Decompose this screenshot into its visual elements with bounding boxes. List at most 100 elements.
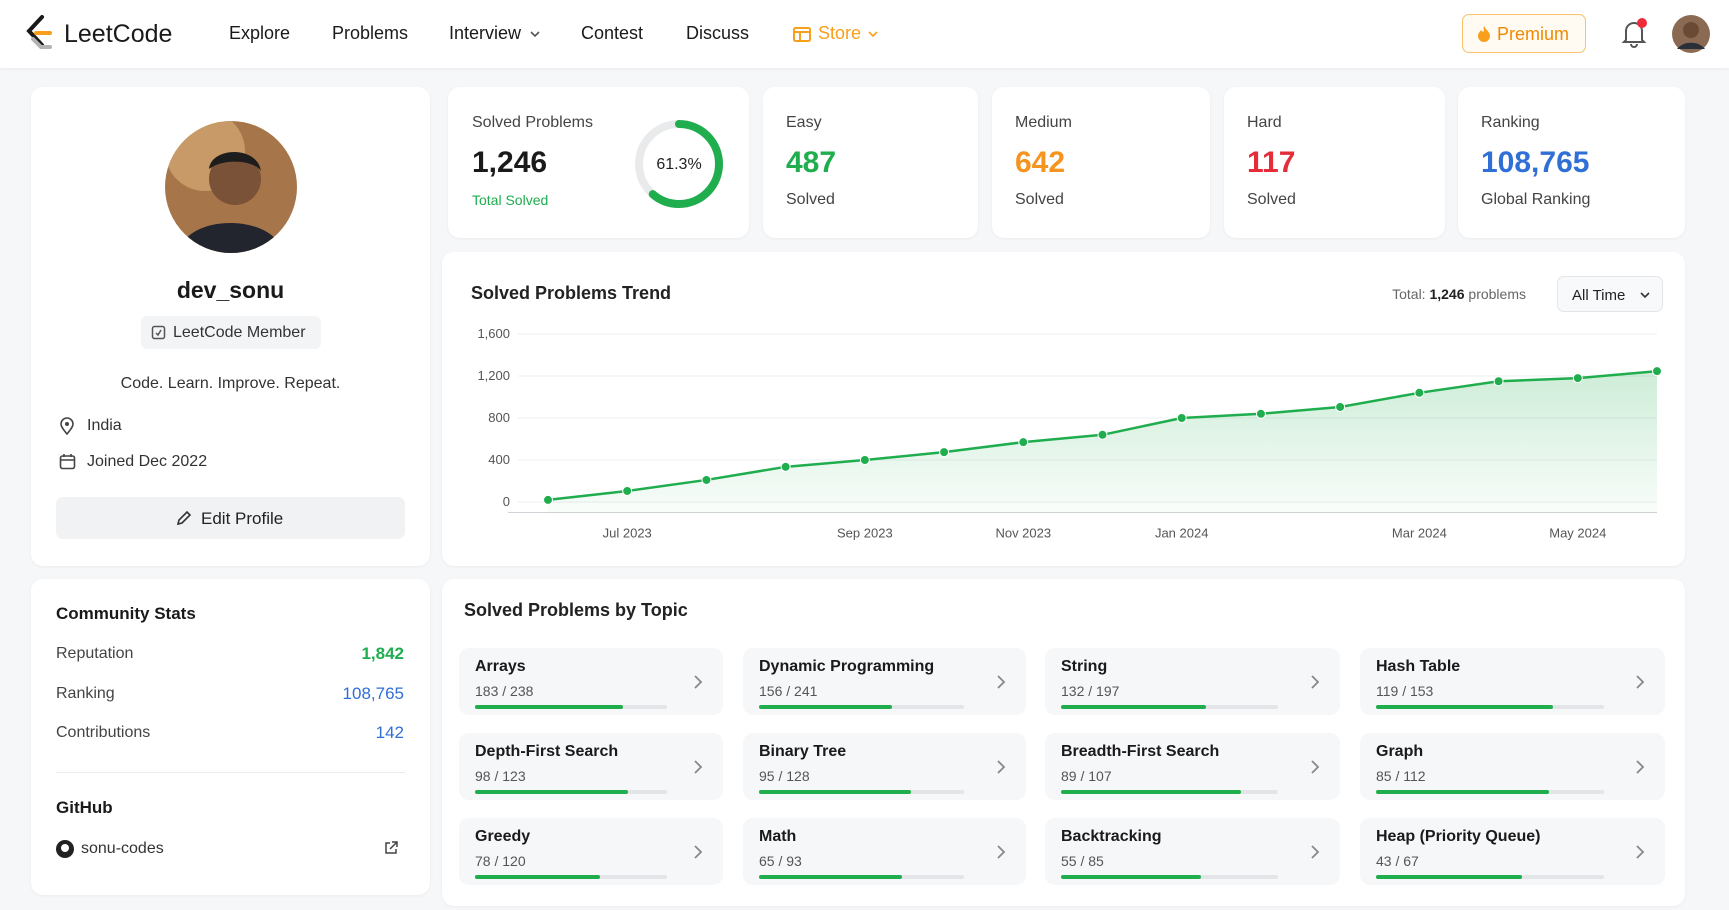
trend-card: Solved Problems Trend Total: 1,246 probl… xyxy=(442,252,1685,566)
topic-tile[interactable]: Greedy 78 / 120 xyxy=(459,818,723,885)
stat-label: Reputation xyxy=(56,645,134,662)
topic-count: 65 / 93 xyxy=(759,853,802,869)
chevron-path xyxy=(1311,675,1320,689)
range-label: All Time xyxy=(1572,287,1626,304)
chevron xyxy=(1636,845,1645,859)
topic-name: Binary Tree xyxy=(759,743,847,760)
topic-count: 95 / 128 xyxy=(759,768,810,784)
donut-arc xyxy=(635,120,723,208)
topic-tile[interactable]: Hash Table 119 / 153 xyxy=(1360,648,1665,715)
profile-card: dev_sonu LeetCode Member Code. Learn. Im… xyxy=(31,87,430,566)
chevron xyxy=(1311,845,1320,859)
topic-name: Math xyxy=(759,828,797,845)
github-user[interactable]: sonu-codes xyxy=(81,840,164,857)
chevron-path xyxy=(1636,760,1645,774)
logo-icon xyxy=(26,15,52,49)
stat-sub: Global Ranking xyxy=(1481,191,1591,208)
stat-value: 108,765 xyxy=(342,684,404,703)
topic-tile[interactable]: Depth-First Search 98 / 123 xyxy=(459,733,723,800)
stat-value: 117 xyxy=(1247,146,1296,179)
topic-tile[interactable]: Dynamic Programming 156 / 241 xyxy=(743,648,1026,715)
topic-count: 183 / 238 xyxy=(475,683,534,699)
divider xyxy=(56,772,405,773)
github-icon xyxy=(56,840,74,858)
progress-bar xyxy=(1061,875,1202,879)
topic-count: 55 / 85 xyxy=(1061,853,1104,869)
logo-text[interactable]: LeetCode xyxy=(64,20,173,48)
solved-card: Solved Problems 1,246 Total Solved 61.3% xyxy=(448,87,749,238)
topic-tile[interactable]: Heap (Priority Queue) 43 / 67 xyxy=(1360,818,1665,885)
stat-sub: Solved xyxy=(1015,191,1064,208)
donut: 61.3% xyxy=(635,120,723,208)
nav-link[interactable]: Discuss xyxy=(686,23,750,43)
topic-tile[interactable]: Binary Tree 95 / 128 xyxy=(743,733,1026,800)
joined: Joined Dec 2022 xyxy=(87,453,208,470)
topic-name: Dynamic Programming xyxy=(759,658,935,675)
location-icon xyxy=(60,417,74,435)
progress-track xyxy=(759,790,964,794)
stat-value: 1,842 xyxy=(361,644,404,663)
topic-name: String xyxy=(1061,658,1108,675)
stat-label: Hard xyxy=(1247,114,1282,131)
topic-tile[interactable]: String 132 / 197 xyxy=(1045,648,1340,715)
progress-bar xyxy=(1376,705,1554,709)
total-value: 1,246 xyxy=(1429,286,1465,302)
progress-bar xyxy=(475,875,600,879)
edit-profile-label: Edit Profile xyxy=(201,509,284,528)
topic-count: 156 / 241 xyxy=(759,683,818,699)
topic-name: Breadth-First Search xyxy=(1061,743,1220,760)
chevron xyxy=(530,31,540,38)
user-avatar[interactable] xyxy=(1672,15,1710,53)
total-suffix: problems xyxy=(1468,286,1526,302)
topic-name: Backtracking xyxy=(1061,828,1162,845)
topic-name: Greedy xyxy=(475,828,531,845)
topic-name: Arrays xyxy=(475,658,526,675)
topic-tile[interactable]: Backtracking 55 / 85 xyxy=(1045,818,1340,885)
progress-track xyxy=(1061,875,1278,879)
progress-track xyxy=(475,875,667,879)
chevron-path xyxy=(1636,845,1645,859)
progress-track xyxy=(475,790,667,794)
trend-title: Solved Problems Trend xyxy=(471,283,672,303)
topic-name: Graph xyxy=(1376,743,1424,760)
community-card: Community Stats Reputation 1,842 Ranking… xyxy=(31,579,430,895)
topic-count: 119 / 153 xyxy=(1376,683,1434,699)
nav-link[interactable]: Interview xyxy=(449,23,522,43)
location: India xyxy=(87,417,122,434)
chevron xyxy=(694,760,703,774)
store-icon xyxy=(793,27,811,42)
chevron-path xyxy=(997,675,1006,689)
premium-button[interactable]: Premium xyxy=(1462,14,1586,53)
username: dev_sonu xyxy=(176,277,285,303)
nav-link[interactable]: Problems xyxy=(332,23,409,43)
nav-link[interactable]: Explore xyxy=(229,23,291,43)
range-dropdown[interactable]: All Time xyxy=(1557,276,1663,312)
topic-tile[interactable]: Arrays 183 / 238 xyxy=(459,648,723,715)
chevron xyxy=(1311,760,1320,774)
edit-profile-button[interactable]: Edit Profile xyxy=(56,497,405,539)
topic-tile[interactable]: Breadth-First Search 89 / 107 xyxy=(1045,733,1340,800)
progress-track xyxy=(1376,790,1604,794)
progress-bar xyxy=(759,790,912,794)
chevron-path xyxy=(694,760,703,774)
external-link-icon[interactable] xyxy=(383,840,399,856)
chevron-path xyxy=(694,845,703,859)
topic-name: Heap (Priority Queue) xyxy=(1376,828,1541,845)
community-title: Community Stats xyxy=(56,604,196,623)
progress-track xyxy=(1376,705,1604,709)
progress-bar xyxy=(1376,875,1523,879)
stat-value: 642 xyxy=(1015,146,1066,179)
chevron xyxy=(1311,675,1320,689)
topic-tile[interactable]: Math 65 / 93 xyxy=(743,818,1026,885)
topic-tile[interactable]: Graph 85 / 112 xyxy=(1360,733,1665,800)
profile-avatar xyxy=(165,121,297,253)
nav-link[interactable]: Contest xyxy=(581,23,644,43)
total-prefix: Total: xyxy=(1392,286,1426,302)
bell-icon[interactable] xyxy=(1618,16,1650,50)
nav-link[interactable]: Store xyxy=(818,23,862,43)
top-bar: LeetCode Explore Problems Interview Cont… xyxy=(0,0,1729,68)
stat-label: Ranking xyxy=(1481,114,1540,131)
stat-label: Contributions xyxy=(56,724,151,741)
progress-track xyxy=(759,705,964,709)
bio: Code. Learn. Improve. Repeat. xyxy=(120,375,341,392)
